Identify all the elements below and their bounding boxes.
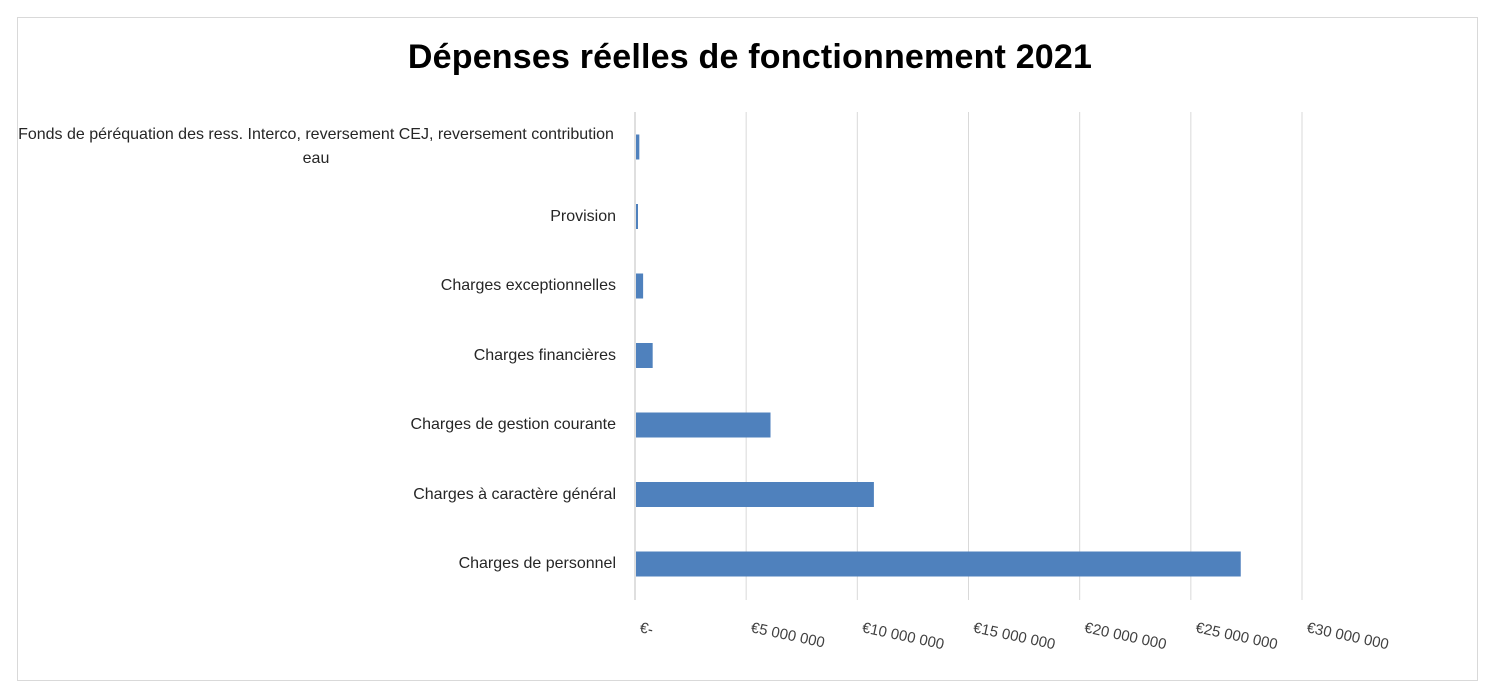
bar <box>636 412 771 438</box>
category-label: Charges financières <box>473 346 616 364</box>
category-label: Charges de personnel <box>458 555 616 572</box>
x-tick-label: €- <box>638 619 655 638</box>
category-label: Provision <box>550 207 616 225</box>
x-tick-label: €20 000 000 <box>1083 619 1168 653</box>
bar <box>636 343 653 368</box>
category-label: Fonds de péréquation des ress. Interco, … <box>18 126 614 167</box>
category-label: Charges exceptionnelles <box>440 277 616 294</box>
x-tick-label: €30 000 000 <box>1305 619 1390 653</box>
bar <box>636 204 638 229</box>
x-tick-label: €15 000 000 <box>972 619 1057 653</box>
category-label: Charges à caractère général <box>413 485 616 503</box>
chart-title: Dépenses réelles de fonctionnement 2021 <box>407 38 1093 76</box>
bar <box>636 551 1241 577</box>
category-label: Charges de gestion courante <box>410 416 616 433</box>
bar <box>636 273 644 299</box>
x-tick-label: €25 000 000 <box>1194 619 1279 653</box>
bar <box>636 134 640 160</box>
x-tick-label: €10 000 000 <box>861 619 946 653</box>
x-tick-label: €5 000 000 <box>749 619 826 651</box>
bar <box>636 482 874 507</box>
